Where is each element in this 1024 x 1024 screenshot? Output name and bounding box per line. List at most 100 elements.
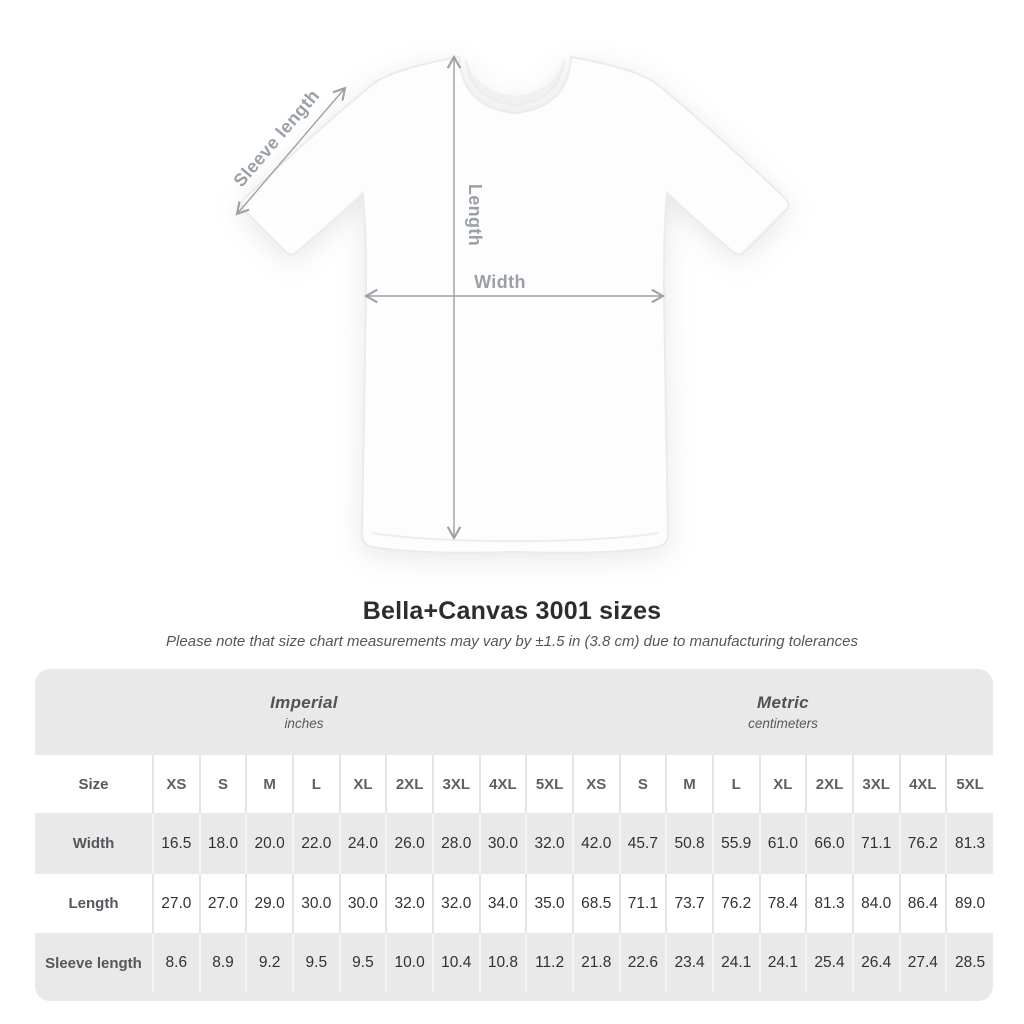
size-column-header: L: [291, 755, 340, 813]
measure-row-label: Width: [72, 835, 115, 852]
collar-band: [465, 59, 565, 107]
measurement-cell: 42.0: [571, 813, 620, 874]
page-title: Bella+Canvas 3001 sizes: [362, 597, 662, 625]
measurement-cell: 35.0: [525, 874, 573, 933]
measurement-cell: 23.4: [665, 933, 713, 993]
size-column-header: 5XL: [525, 755, 573, 813]
measurement-cell: 29.0: [245, 874, 293, 933]
measurement-cell: 30.0: [291, 874, 340, 933]
size-column-header: S: [618, 755, 667, 813]
measurement-cell: 18.0: [198, 813, 247, 874]
measurement-cell: 30.0: [478, 813, 527, 874]
measurement-cell: 71.1: [618, 874, 667, 933]
group-name: Imperial: [270, 693, 338, 712]
measurement-cell: 78.4: [758, 874, 807, 933]
measurement-cell: 21.8: [571, 933, 620, 993]
length-label: Length: [465, 184, 485, 246]
size-chart-card: Imperial inches Metric centimeters Size XS S M L…: [35, 669, 993, 1001]
measurement-cell: 10.8: [478, 933, 527, 993]
group-unit: centimeters: [748, 716, 818, 731]
measurement-cell: 32.0: [385, 874, 433, 933]
measurement-cell: 25.4: [805, 933, 853, 993]
size-column-header: L: [711, 755, 760, 813]
unit-band-row: Imperial inches Metric centimeters: [35, 669, 993, 755]
measurement-cell: 61.0: [758, 813, 807, 874]
table-row: Sleeve length 8.6 8.9 9.2 9.5 9.5 10.0 10.4 10.8…: [35, 933, 993, 993]
table-row: Length 27.0 27.0 29.0 30.0 30.0 32.0 32.0 34.0 35…: [35, 874, 993, 933]
size-header-row: Size XS S M L XL 2XL 3XL 4XL 5XL XS S M L XL 2XL 3XL 4XL 5…: [35, 755, 993, 813]
measurement-cell: 9.5: [338, 933, 387, 993]
measurement-cell: 8.9: [198, 933, 247, 993]
size-column-header: 3XL: [851, 755, 900, 813]
group-header-inner: Metric centimeters: [573, 693, 993, 731]
measurement-cell: 22.6: [618, 933, 667, 993]
measurement-cell: 76.2: [711, 874, 760, 933]
size-column-header: S: [198, 755, 247, 813]
measurement-cell: 68.5: [571, 874, 620, 933]
table-body: Imperial inches Metric centimeters Size XS S M L…: [35, 669, 993, 993]
measurement-cell: 45.7: [618, 813, 667, 874]
measurement-cell: 27.4: [898, 933, 947, 993]
size-column-header: XS: [152, 755, 200, 813]
measurement-cell: 27.0: [152, 874, 200, 933]
measurement-cell: 9.5: [291, 933, 340, 993]
measure-row-label: Sleeve length: [45, 954, 142, 972]
measurement-cell: 32.0: [431, 874, 480, 933]
collar-shadow: [466, 60, 564, 105]
measurement-cell: 89.0: [945, 874, 993, 933]
group-name: Metric: [757, 693, 809, 712]
measurement-cell: 81.3: [945, 813, 993, 874]
hem-stitch: [371, 532, 659, 543]
measurement-cell: 22.0: [291, 813, 340, 874]
measurement-cell: 16.5: [152, 813, 200, 874]
measurement-cell: 8.6: [152, 933, 200, 993]
measurement-cell: 24.1: [711, 933, 760, 993]
measurement-cell: 28.0: [431, 813, 480, 874]
measure-row-label: Length: [68, 895, 119, 912]
size-column-header: 3XL: [431, 755, 480, 813]
measurement-cell: 73.7: [665, 874, 713, 933]
imperial-group-header: Imperial inches: [35, 669, 573, 755]
measurement-cell: 24.0: [338, 813, 387, 874]
sleeve-length-arrow: [235, 86, 347, 216]
size-column-header: 2XL: [385, 755, 433, 813]
group-unit: inches: [284, 716, 324, 731]
measurement-cell: 86.4: [898, 874, 947, 933]
measurement-cell: 32.0: [525, 813, 573, 874]
measurement-cell: 84.0: [851, 874, 900, 933]
metric-group-header: Metric centimeters: [573, 669, 993, 755]
size-column-header: M: [245, 755, 293, 813]
table-row: Width 16.5 18.0 20.0 22.0 24.0 26.0 28.0 30.0 32.…: [35, 813, 993, 874]
measurement-cell: 26.0: [385, 813, 433, 874]
size-column-header: XL: [758, 755, 807, 813]
measurement-cell: 11.2: [525, 933, 573, 993]
size-column-header: 4XL: [898, 755, 947, 813]
group-header-inner: Imperial inches: [35, 693, 573, 731]
measurement-cell: 76.2: [898, 813, 947, 874]
width-label: Width: [474, 272, 526, 292]
measurement-cell: 66.0: [805, 813, 853, 874]
measurement-cell: 34.0: [478, 874, 527, 933]
size-column-header: XL: [338, 755, 387, 813]
measurement-cell: 20.0: [245, 813, 293, 874]
measurement-cell: 50.8: [665, 813, 713, 874]
measurement-cell: 9.2: [245, 933, 293, 993]
measurement-cell: 26.4: [851, 933, 900, 993]
measurement-cell: 24.1: [758, 933, 807, 993]
tshirt-illustration: [240, 55, 790, 554]
measurement-cell: 28.5: [945, 933, 993, 993]
size-column-header: 2XL: [805, 755, 853, 813]
measurement-cell: 27.0: [198, 874, 247, 933]
size-chart-table: Imperial inches Metric centimeters Size XS S M L…: [35, 669, 993, 993]
size-column-header: XS: [571, 755, 620, 813]
size-column-header: M: [665, 755, 713, 813]
tolerance-note: Please note that size chart measurements…: [166, 633, 858, 650]
measurement-cell: 10.0: [385, 933, 433, 993]
size-column-header: 5XL: [945, 755, 993, 813]
tshirt-size-diagram: Width Length Sleeve length: [229, 54, 790, 554]
measurement-cell: 81.3: [805, 874, 853, 933]
measurement-cell: 71.1: [851, 813, 900, 874]
measurement-cell: 55.9: [711, 813, 760, 874]
size-corner-header: Size: [78, 775, 109, 793]
measurement-cell: 30.0: [338, 874, 387, 933]
